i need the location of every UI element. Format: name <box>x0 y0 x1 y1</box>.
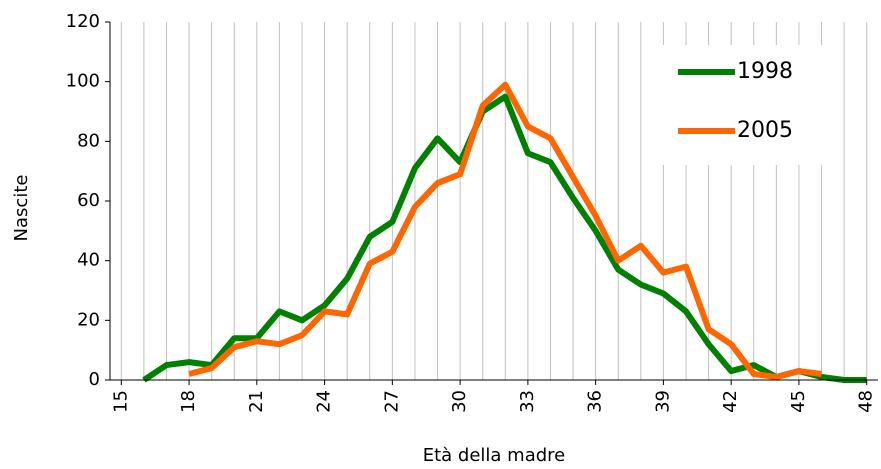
y-axis-label: Nascite <box>11 175 32 242</box>
x-tick-label: 33 <box>517 390 538 413</box>
legend-label: 2005 <box>737 118 793 143</box>
x-tick-label: 15 <box>110 390 131 413</box>
x-tick-label: 36 <box>585 390 606 413</box>
series-line <box>188 81 822 381</box>
y-tick-label: 40 <box>77 250 100 271</box>
y-tick-label: 60 <box>77 190 100 211</box>
grid <box>120 22 868 380</box>
x-axis-label: Età della madre <box>423 445 566 466</box>
x-tick-label: 30 <box>449 390 470 413</box>
x-tick-label: 21 <box>246 390 267 413</box>
legend-box <box>655 45 825 165</box>
x-tick-label: 48 <box>856 390 877 413</box>
y-tick-label: 20 <box>77 309 100 330</box>
y-tick-label: 0 <box>89 369 100 390</box>
plot <box>142 81 867 383</box>
y-tick-label: 100 <box>66 71 100 92</box>
x-tick-label: 24 <box>314 390 335 413</box>
x-tick-label: 27 <box>381 390 402 413</box>
legend-label: 1998 <box>737 59 793 84</box>
y-tick-label: 120 <box>66 11 100 32</box>
x-tick-label: 45 <box>788 390 809 413</box>
x-tick-label: 39 <box>652 390 673 413</box>
x-tick-label: 18 <box>178 390 199 413</box>
y-tick-label: 80 <box>77 130 100 151</box>
x-tick-label: 42 <box>720 390 741 413</box>
